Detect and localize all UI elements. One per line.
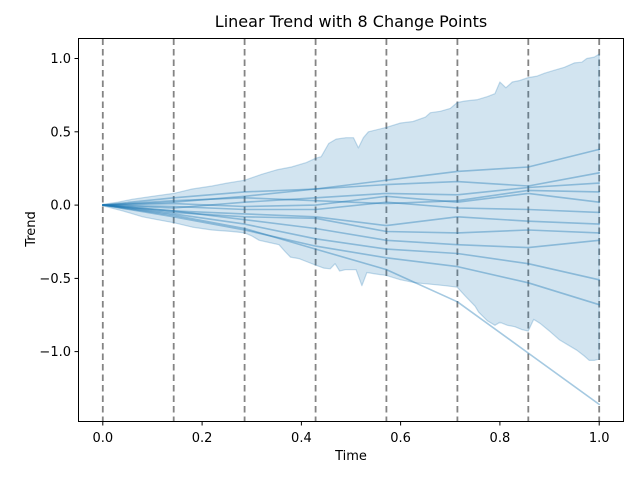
axes-frame xyxy=(78,38,624,422)
axis-ticks: 0.0 0.2 0.4 0.6 0.8 1.0 −1.0 −0.5 0.0 0.5 1.0 xyxy=(39,52,609,446)
x-tick-label: 0.6 xyxy=(390,431,411,446)
x-tick-label: 0.8 xyxy=(490,431,511,446)
trend-sample-line xyxy=(102,201,600,214)
trend-sample-line xyxy=(102,148,600,206)
trend-sample-line xyxy=(102,172,600,206)
trend-sample-line xyxy=(102,192,600,208)
trend-sample-line xyxy=(102,204,600,227)
trend-sample-line xyxy=(102,204,600,249)
y-tick-label: −0.5 xyxy=(39,272,71,287)
uncertainty-band xyxy=(102,53,600,361)
chart-title: Linear Trend with 8 Change Points xyxy=(215,12,487,31)
y-tick-label: 0.5 xyxy=(50,125,71,140)
x-tick-label: 1.0 xyxy=(589,431,610,446)
trend-sample-line xyxy=(102,204,600,406)
trend-sample-line xyxy=(102,204,600,234)
plot-area xyxy=(101,38,601,422)
trend-sample-line xyxy=(102,182,600,209)
y-tick-label: 1.0 xyxy=(50,52,71,67)
y-tick-label: 0.0 xyxy=(50,199,71,214)
x-tick-label: 0.2 xyxy=(192,431,213,446)
y-tick-label: −1.0 xyxy=(39,345,71,360)
trend-sample-line xyxy=(102,204,600,306)
y-axis-label: Trend xyxy=(24,211,39,248)
x-tick-label: 0.0 xyxy=(92,431,113,446)
trend-sample-line xyxy=(102,189,600,206)
x-tick-label: 0.4 xyxy=(291,431,312,446)
x-axis-label: Time xyxy=(334,449,367,464)
trend-sample-line xyxy=(102,204,600,281)
